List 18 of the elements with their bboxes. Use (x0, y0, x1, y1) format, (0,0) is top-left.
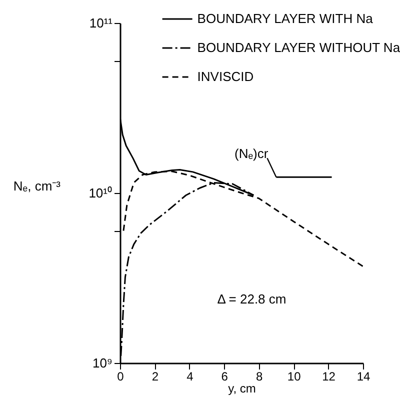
x-tick-label: 14 (356, 370, 370, 384)
y-tick-label: 10⁹ (92, 356, 112, 370)
y-tick-label: 10¹⁰ (88, 186, 112, 200)
y-axis-title: Nₑ, cm⁻³ (13, 178, 62, 194)
x-tick-label: 10 (287, 370, 302, 384)
x-tick-label: 4 (186, 370, 194, 384)
annotation: (Nₑ)cr (234, 146, 269, 162)
x-axis-title: y, cm (228, 382, 256, 396)
x-tick-label: 0 (117, 370, 124, 384)
legend-label: BOUNDARY LAYER WITHOUT Na (197, 40, 400, 55)
x-tick-label: 6 (221, 370, 228, 384)
legend-label: BOUNDARY LAYER WITH Na (197, 11, 374, 26)
x-tick-label: 2 (152, 370, 159, 384)
x-tick-label: 8 (256, 370, 264, 384)
annotation: Δ = 22.8 cm (217, 291, 286, 306)
legend-label: INVISCID (197, 69, 254, 84)
x-tick-label: 12 (322, 370, 336, 384)
y-tick-label: 10¹¹ (89, 16, 114, 30)
